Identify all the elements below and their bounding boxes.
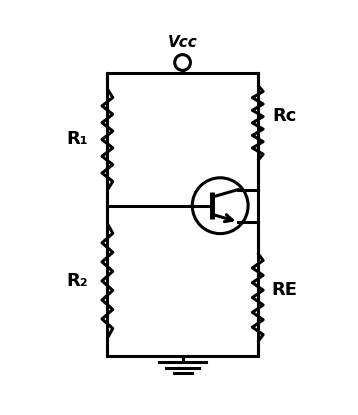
Text: Rc: Rc <box>272 107 297 124</box>
Text: R₂: R₂ <box>66 272 88 290</box>
Text: R₁: R₁ <box>66 130 88 149</box>
Text: RE: RE <box>272 281 297 299</box>
Text: Vcc: Vcc <box>168 35 198 50</box>
